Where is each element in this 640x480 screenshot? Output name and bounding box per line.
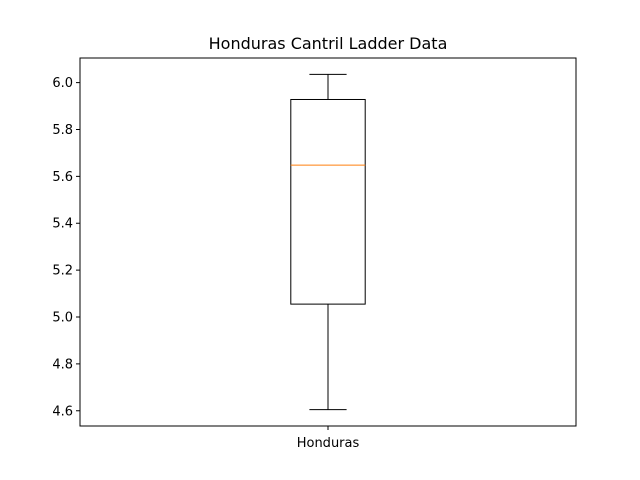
x-tick-label: Honduras [297,436,360,451]
plot-area-frame [79,57,577,427]
y-tick-label: 6.0 [52,76,73,91]
box-interquartile [290,98,366,305]
y-tick-label: 5.4 [52,217,73,232]
y-tick-label: 5.6 [52,170,73,185]
chart-title: Honduras Cantril Ladder Data [209,34,448,53]
y-axis-ticks: 4.6 4.8 5.0 5.2 5.4 5.6 5.8 6.0 [52,76,80,419]
y-tick-label: 4.6 [52,404,73,419]
x-axis-ticks: Honduras [297,426,360,451]
y-tick-label: 5.2 [52,264,73,279]
y-tick-label: 5.8 [52,123,73,138]
box-plot-boxes [290,73,366,411]
y-tick-label: 4.8 [52,357,73,372]
y-tick-label: 5.0 [52,311,73,326]
